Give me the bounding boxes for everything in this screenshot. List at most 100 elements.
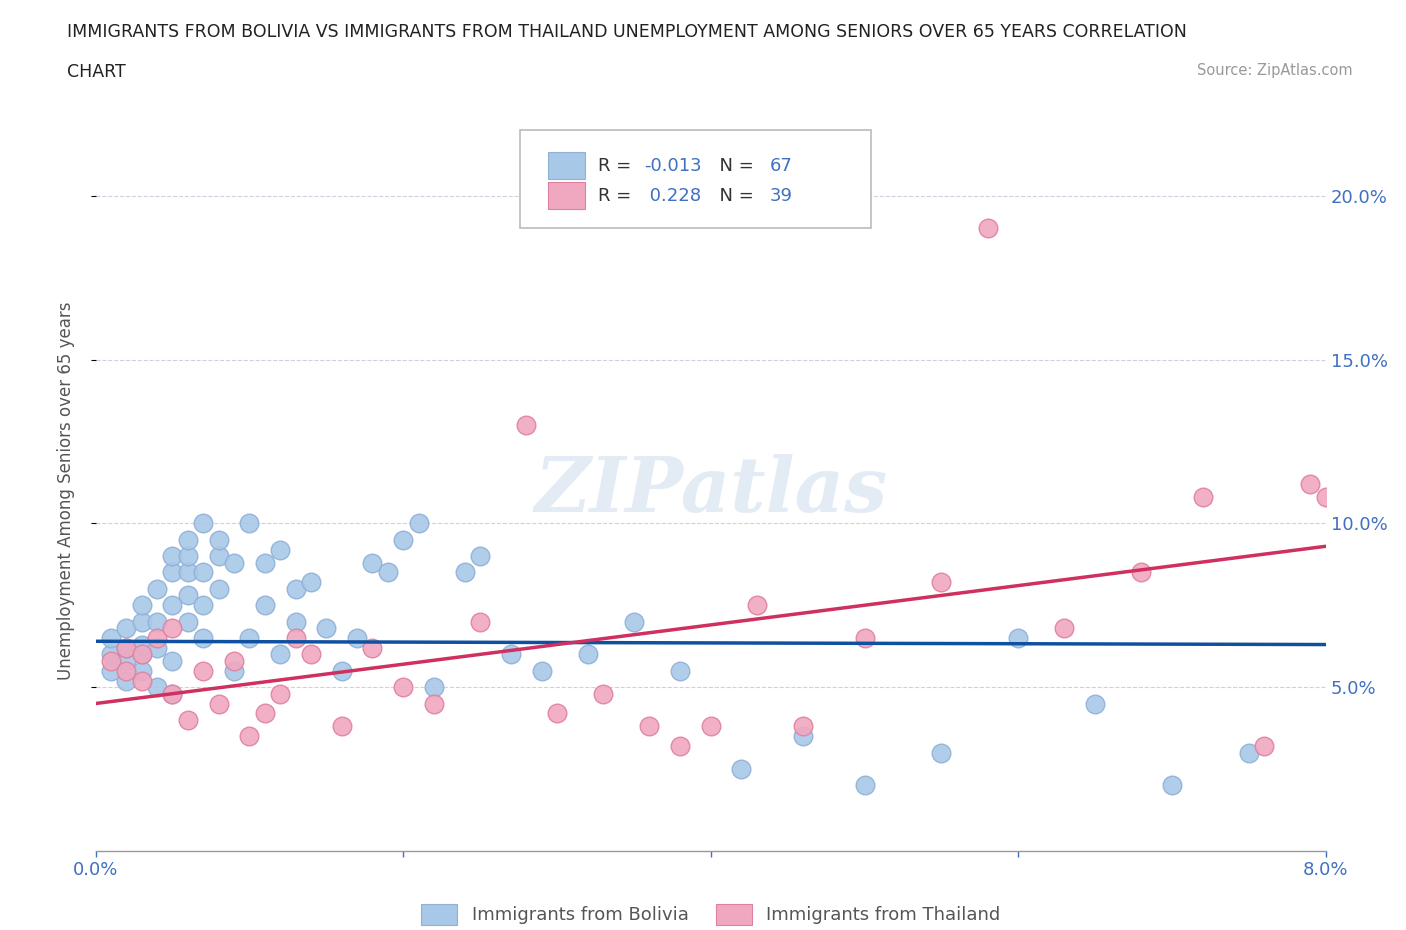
Point bbox=[1192, 490, 1215, 505]
Point bbox=[730, 762, 752, 777]
Point bbox=[423, 696, 446, 711]
Point bbox=[115, 673, 138, 688]
Point bbox=[253, 706, 276, 721]
Point bbox=[1053, 620, 1076, 635]
Point bbox=[976, 221, 998, 236]
Point bbox=[700, 719, 723, 734]
Point bbox=[193, 663, 215, 678]
Point bbox=[546, 706, 568, 721]
Point bbox=[162, 686, 184, 701]
Point bbox=[377, 565, 399, 580]
Point bbox=[1084, 696, 1107, 711]
Point bbox=[792, 729, 814, 744]
Point bbox=[238, 516, 260, 531]
Point bbox=[222, 663, 245, 678]
Point bbox=[299, 647, 322, 662]
Point bbox=[115, 654, 138, 669]
Point bbox=[115, 620, 138, 635]
Point bbox=[638, 719, 661, 734]
Point bbox=[115, 641, 138, 656]
Point bbox=[269, 542, 291, 557]
Point bbox=[931, 575, 953, 590]
Point bbox=[162, 620, 184, 635]
Text: ZIPatlas: ZIPatlas bbox=[534, 454, 887, 527]
Legend: Immigrants from Bolivia, Immigrants from Thailand: Immigrants from Bolivia, Immigrants from… bbox=[420, 904, 1001, 924]
Point bbox=[208, 549, 231, 564]
Point bbox=[162, 565, 184, 580]
Bar bbox=[548, 182, 585, 209]
Point bbox=[1253, 738, 1275, 753]
Point bbox=[177, 588, 200, 603]
Point bbox=[669, 663, 692, 678]
Point bbox=[299, 575, 322, 590]
Point bbox=[131, 673, 153, 688]
Point bbox=[745, 598, 768, 613]
Bar bbox=[548, 152, 585, 179]
Point bbox=[1130, 565, 1153, 580]
Point bbox=[408, 516, 430, 531]
Point bbox=[454, 565, 477, 580]
Point bbox=[468, 614, 491, 629]
Point bbox=[100, 647, 122, 662]
Point bbox=[146, 680, 169, 695]
Text: R =: R = bbox=[598, 156, 637, 175]
Point bbox=[177, 712, 200, 727]
Point bbox=[115, 663, 138, 678]
Text: 39: 39 bbox=[770, 187, 793, 205]
Point bbox=[392, 680, 415, 695]
Point bbox=[177, 565, 200, 580]
Point bbox=[162, 549, 184, 564]
Point bbox=[792, 719, 814, 734]
Point bbox=[1315, 490, 1337, 505]
Point bbox=[146, 581, 169, 596]
Point bbox=[222, 654, 245, 669]
Point bbox=[269, 686, 291, 701]
Point bbox=[146, 641, 169, 656]
Point bbox=[115, 641, 138, 656]
Point bbox=[100, 631, 122, 645]
Point bbox=[162, 654, 184, 669]
Point bbox=[1299, 476, 1322, 491]
Point bbox=[1237, 745, 1260, 760]
Point bbox=[193, 598, 215, 613]
Point bbox=[208, 581, 231, 596]
Point bbox=[222, 555, 245, 570]
Point bbox=[100, 663, 122, 678]
Point bbox=[592, 686, 614, 701]
Point bbox=[669, 738, 692, 753]
Point bbox=[423, 680, 446, 695]
Y-axis label: Unemployment Among Seniors over 65 years: Unemployment Among Seniors over 65 years bbox=[56, 301, 75, 680]
Point bbox=[284, 631, 307, 645]
Point bbox=[238, 631, 260, 645]
Point bbox=[1161, 778, 1184, 793]
Point bbox=[253, 555, 276, 570]
Point bbox=[238, 729, 260, 744]
Text: Source: ZipAtlas.com: Source: ZipAtlas.com bbox=[1197, 63, 1353, 78]
Point bbox=[361, 641, 384, 656]
Point bbox=[623, 614, 645, 629]
Text: N =: N = bbox=[709, 156, 759, 175]
Point bbox=[330, 663, 353, 678]
Point bbox=[515, 418, 537, 432]
Point bbox=[284, 614, 307, 629]
Point bbox=[468, 549, 491, 564]
Point bbox=[1007, 631, 1029, 645]
Text: -0.013: -0.013 bbox=[644, 156, 702, 175]
Point bbox=[131, 637, 153, 652]
Point bbox=[162, 598, 184, 613]
Text: 67: 67 bbox=[770, 156, 793, 175]
Point bbox=[146, 631, 169, 645]
Text: CHART: CHART bbox=[67, 63, 127, 81]
Point bbox=[346, 631, 368, 645]
Point bbox=[131, 647, 153, 662]
Point bbox=[162, 686, 184, 701]
Point bbox=[361, 555, 384, 570]
Point bbox=[853, 631, 876, 645]
Point bbox=[269, 647, 291, 662]
Point bbox=[330, 719, 353, 734]
Point bbox=[315, 620, 337, 635]
Point bbox=[931, 745, 953, 760]
Point bbox=[253, 598, 276, 613]
Point bbox=[131, 598, 153, 613]
Point bbox=[499, 647, 522, 662]
